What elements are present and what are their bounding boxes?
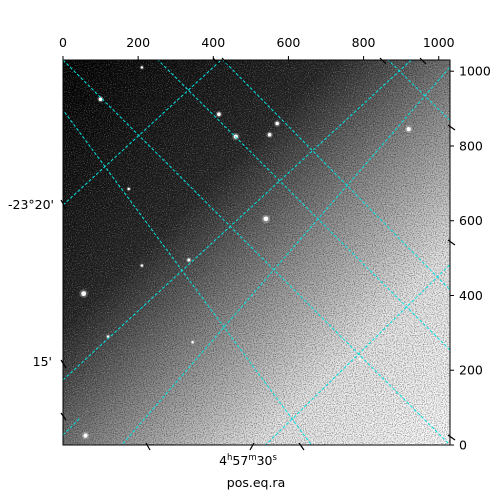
world-tick-mark: [447, 239, 456, 246]
dec-major-label: -23°20': [8, 197, 54, 212]
star: [140, 66, 144, 69]
x-tick-label: 800: [352, 35, 376, 50]
top-x-axis: 0 200 400 600 800 1000: [59, 35, 455, 60]
world-tick-mark: [249, 442, 255, 451]
star: [140, 264, 144, 267]
image-panel: [63, 60, 450, 445]
grid-line: [63, 60, 450, 445]
star-layer: [79, 65, 413, 440]
y-tick-label: 400: [459, 288, 483, 303]
plot-frame: [62, 59, 451, 446]
x-tick-label: 0: [59, 35, 67, 50]
star: [406, 127, 411, 132]
world-tick-mark: [379, 57, 387, 65]
x-tick-label: 1000: [423, 35, 455, 50]
world-tick-mark: [447, 434, 456, 441]
grid-line: [63, 109, 313, 445]
y-tick-label: 600: [459, 213, 483, 228]
star: [98, 97, 103, 102]
star: [358, 357, 362, 361]
world-coordinate-ticks: [60, 57, 456, 451]
x-tick-label: 400: [201, 35, 225, 50]
x-tick-label: 200: [126, 35, 150, 50]
y-tick-label: 1000: [459, 64, 491, 79]
x-axis-title: pos.eq.ra: [227, 475, 285, 490]
y-tick-label: 200: [459, 363, 483, 378]
star: [217, 112, 221, 116]
dec-minor-label: 15': [33, 354, 52, 369]
world-tick-mark: [221, 57, 229, 65]
world-tick-mark: [298, 442, 305, 451]
y-tick-label: 0: [459, 438, 467, 453]
y-tick-label: 800: [459, 138, 483, 153]
world-tick-mark: [60, 199, 67, 210]
star: [275, 121, 279, 126]
world-tick-mark: [419, 57, 427, 65]
grid-line: [63, 417, 81, 436]
world-tick-mark: [145, 442, 151, 451]
star: [106, 335, 110, 338]
world-tick-mark: [447, 124, 456, 131]
grid-line: [63, 60, 223, 206]
grid-line: [157, 60, 450, 351]
star: [81, 291, 87, 297]
coordinate-grid: [63, 60, 450, 445]
star: [263, 216, 269, 222]
x-tick-label: 600: [277, 35, 301, 50]
ra-tick-label: 4h57m30s: [219, 453, 277, 468]
grid-line: [63, 60, 413, 381]
star: [127, 187, 130, 191]
grid-line: [121, 66, 450, 445]
world-tick-mark: [60, 412, 67, 421]
star: [187, 258, 191, 262]
star: [83, 433, 88, 438]
world-tick-mark: [60, 359, 67, 369]
world-tick-mark: [212, 57, 220, 65]
star: [191, 341, 194, 344]
grid-line: [264, 263, 450, 445]
grid-line: [222, 60, 450, 291]
star: [267, 132, 272, 137]
right-y-axis: 0 200 400 600 800 1000: [450, 64, 491, 453]
